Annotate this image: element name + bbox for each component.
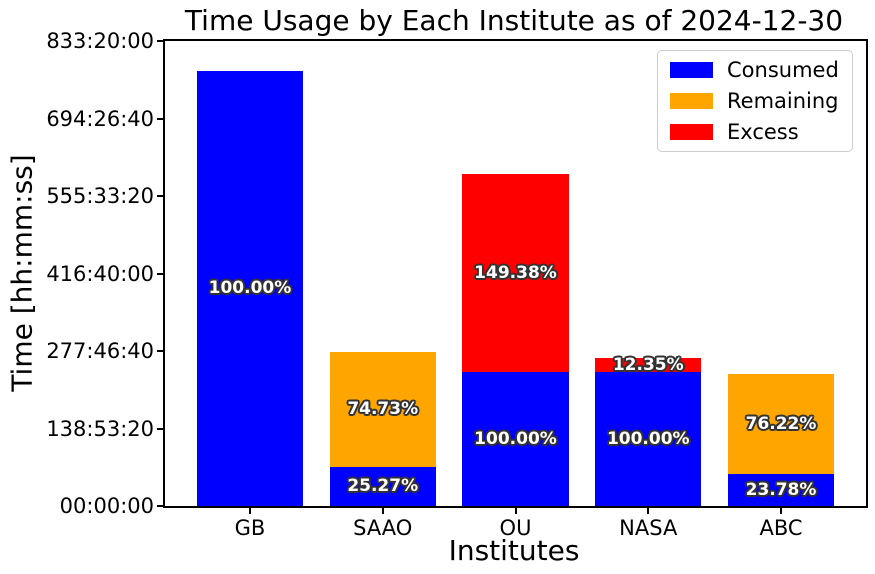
x-tick-label: OU bbox=[499, 516, 532, 540]
legend: Consumed Remaining Excess bbox=[657, 50, 853, 152]
legend-label: Consumed bbox=[727, 58, 839, 82]
bar-segment-excess: 12.35% bbox=[595, 354, 702, 375]
y-tick-label: 138:53:20 bbox=[46, 416, 154, 441]
y-tick-mark bbox=[157, 40, 165, 42]
legend-swatch-excess bbox=[670, 124, 713, 140]
chart-title: Time Usage by Each Institute as of 2024-… bbox=[184, 4, 844, 37]
y-tick-label: 833:20:00 bbox=[46, 29, 154, 53]
bar-segment-label: 12.35% bbox=[612, 354, 684, 375]
y-tick-mark bbox=[157, 350, 165, 352]
bar-segment-label: 74.73% bbox=[347, 399, 419, 420]
y-tick-label: 277:46:40 bbox=[46, 339, 154, 363]
bar-segment-label: 100.00% bbox=[208, 278, 292, 299]
x-tick-label: SAAO bbox=[353, 516, 413, 540]
legend-item: Remaining bbox=[670, 90, 840, 112]
legend-swatch-remaining bbox=[670, 93, 713, 109]
bar-segment-consumed: 100.00% bbox=[196, 70, 304, 506]
y-tick-mark bbox=[157, 427, 165, 430]
legend-label: Excess bbox=[727, 120, 799, 144]
y-tick-mark bbox=[157, 272, 165, 275]
x-tick-mark bbox=[248, 506, 251, 514]
x-tick-label: ABC bbox=[759, 516, 803, 540]
y-tick-label: 694:26:40 bbox=[46, 106, 154, 131]
y-tick-mark bbox=[157, 195, 165, 197]
bar-segment-label: 100.00% bbox=[474, 429, 557, 450]
bar-segment-label: 149.38% bbox=[474, 263, 557, 284]
y-tick-label: 555:33:20 bbox=[46, 184, 154, 208]
bar-segment-excess: 149.38% bbox=[462, 172, 569, 373]
bar-segment-remaining: 76.22% bbox=[727, 372, 835, 475]
x-tick-mark bbox=[647, 506, 650, 514]
bar-segment-consumed: 100.00% bbox=[595, 372, 702, 506]
bar-segment-label: 23.78% bbox=[745, 480, 817, 501]
y-tick-mark bbox=[157, 505, 165, 507]
bar-segment-consumed: 100.00% bbox=[462, 372, 569, 506]
x-axis-label: Institutes bbox=[448, 534, 580, 567]
legend-item: Excess bbox=[670, 121, 840, 143]
x-tick-mark bbox=[780, 506, 783, 514]
bar-segment-label: 100.00% bbox=[606, 429, 690, 450]
legend-item: Consumed bbox=[670, 59, 840, 81]
x-tick-mark bbox=[514, 506, 517, 514]
x-tick-mark bbox=[381, 506, 384, 514]
legend-label: Remaining bbox=[727, 89, 839, 113]
x-tick-label: GB bbox=[234, 516, 266, 540]
y-tick-mark bbox=[157, 117, 165, 120]
bar-segment-consumed: 25.27% bbox=[329, 466, 436, 506]
plot-area: 00:00:00 138:53:20 277:46:40 416:40:00 555:3… bbox=[46, 30, 868, 540]
bar-segment-consumed: 23.78% bbox=[727, 474, 835, 506]
bar-segment-label: 76.22% bbox=[745, 414, 817, 435]
bar-segment-label: 25.27% bbox=[347, 476, 419, 497]
legend-swatch-consumed bbox=[670, 62, 713, 78]
y-tick-label: 416:40:00 bbox=[46, 261, 154, 286]
y-tick-label: 00:00:00 bbox=[59, 494, 154, 518]
x-tick-label: NASA bbox=[619, 516, 678, 540]
bar-segment-remaining: 74.73% bbox=[329, 349, 436, 467]
